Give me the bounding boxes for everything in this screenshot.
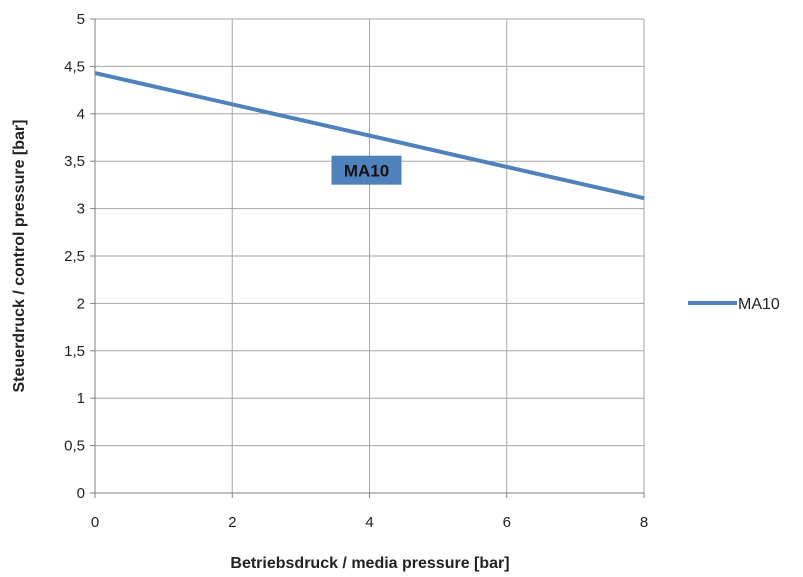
x-tick-label: 6 xyxy=(503,514,511,531)
y-tick-label: 1,5 xyxy=(64,343,85,360)
x-tick-label: 0 xyxy=(91,514,99,531)
annotation-label: MA10 xyxy=(344,162,389,181)
annotations: MA10 xyxy=(331,155,402,185)
x-axis-title: Betriebsdruck / media pressure [bar] xyxy=(230,555,509,572)
y-tick-label: 4 xyxy=(77,106,85,123)
y-axis-title: Steuerdruck / control pressure [bar] xyxy=(11,120,28,393)
annotation-label-bg xyxy=(331,155,402,185)
y-tick-label: 1 xyxy=(77,390,85,407)
y-tick-label: 3,5 xyxy=(64,153,85,170)
series-line-ma10 xyxy=(94,71,645,201)
y-tick-label: 3 xyxy=(77,201,85,218)
y-tick-label: 0,5 xyxy=(64,438,85,455)
legend-label: MA10 xyxy=(738,296,780,313)
x-tick-label: 4 xyxy=(365,514,373,531)
x-tick-label: 2 xyxy=(228,514,236,531)
x-tick-labels: 0 2 4 6 8 xyxy=(91,514,648,531)
y-tick-label: 4,5 xyxy=(64,58,85,75)
y-tick-label: 2,5 xyxy=(64,248,85,265)
y-tick-label: 0 xyxy=(77,485,85,502)
legend: MA10 xyxy=(688,296,780,313)
series-lines xyxy=(94,71,645,201)
y-tick-label: 2 xyxy=(77,295,85,312)
y-tick-labels: 0 0,5 1 1,5 2 2,5 3 3,5 4 4,5 5 xyxy=(64,11,85,502)
y-tick-label: 5 xyxy=(77,11,85,28)
axes xyxy=(90,18,645,498)
x-tick-label: 8 xyxy=(640,514,648,531)
